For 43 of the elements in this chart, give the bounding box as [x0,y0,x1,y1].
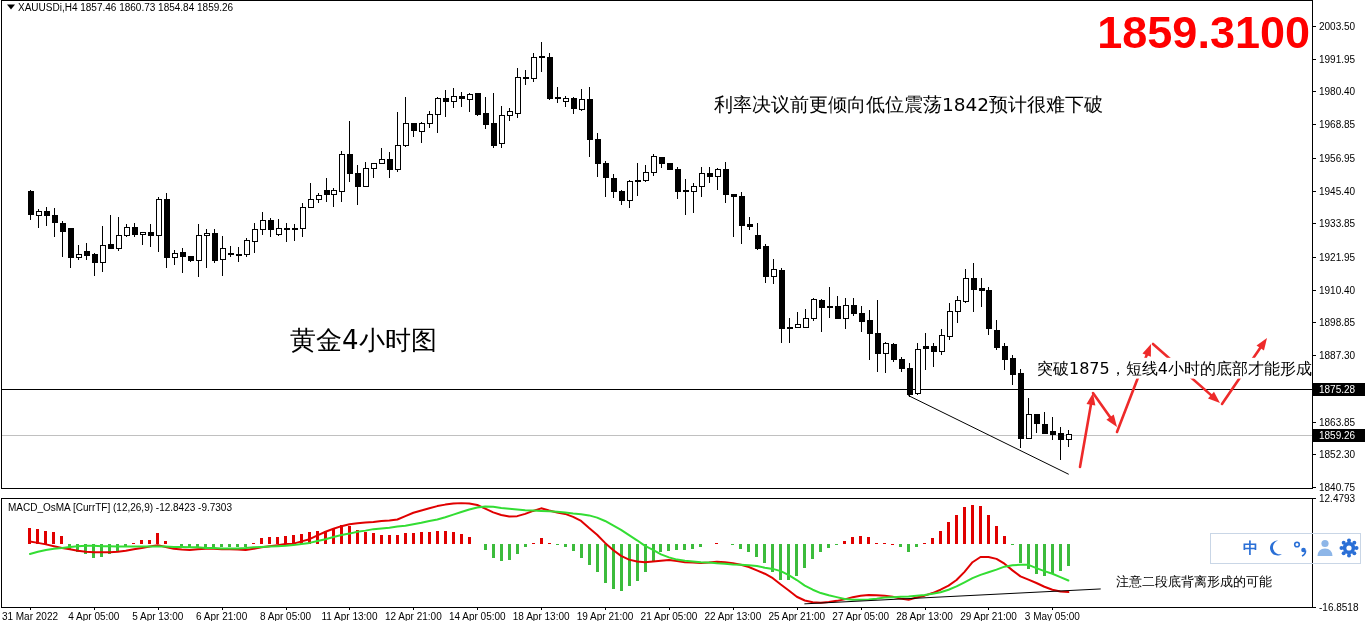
x-tick-label: 4 Apr 05:00 [68,610,120,621]
annotation: 注意二段底背离形成的可能 [1116,573,1272,589]
annotation: 利率决议前更倾向低位震荡1842预计很难下破 [714,93,1104,115]
ref-line-label: 1859.26 [1319,430,1356,441]
y-tick-label: 1863.85 [1319,417,1356,428]
x-tick-label: 28 Apr 13:00 [896,610,954,621]
y-tick-label: 1933.85 [1319,218,1356,229]
x-tick-label: 29 Apr 21:00 [960,610,1018,621]
annotation: 突破1875，短线4小时的底部才能形成 [1037,358,1312,378]
y-tick-label: 1991.95 [1319,54,1356,65]
x-tick-label: 25 Apr 21:00 [768,610,826,621]
y-tick-label: 12.4793 [1319,493,1356,504]
x-tick-label: 11 Apr 13:00 [321,610,378,621]
x-tick-label: 12 Apr 21:00 [385,610,443,621]
y-tick-label: 1852.30 [1319,449,1356,460]
x-tick-label: 21 Apr 05:00 [640,610,698,621]
x-tick-label: 18 Apr 13:00 [512,610,570,621]
x-tick-label: 31 Mar 2022 [1,610,59,621]
chart-title: XAUUSDi,H4 1857.46 1860.73 1854.84 1859.26 [18,1,234,13]
y-tick-label: 1840.75 [1319,482,1356,493]
annotation: 1859.3100 [1097,6,1310,58]
annotation: 黄金4小时图 [290,325,437,355]
y-tick-label: 1898.85 [1319,317,1356,328]
x-tick-label: 19 Apr 21:00 [576,610,634,621]
y-tick-label: 1945.40 [1319,186,1356,197]
annotation: 中 [1242,539,1258,557]
y-tick-label: 1921.95 [1319,252,1356,263]
y-tick-label: 2003.50 [1319,21,1356,32]
y-tick-label: 1910.40 [1319,285,1356,296]
y-tick-label: -16.8518 [1319,602,1359,613]
y-tick-label: 1887.30 [1319,350,1356,361]
x-tick-label: 8 Apr 05:00 [259,610,312,621]
x-tick-label: 5 Apr 13:00 [132,610,184,621]
x-tick-label: 3 May 05:00 [1024,610,1081,621]
y-tick-label: 1968.85 [1319,119,1356,130]
x-tick-label: 14 Apr 05:00 [448,610,507,621]
x-tick-label: 27 Apr 05:00 [832,610,890,621]
x-tick-label: 6 Apr 21:00 [196,610,248,621]
x-tick-label: 22 Apr 13:00 [704,610,762,621]
chart-title: MACD_OsMA [CurrTF] (12,26,9) -12.8423 -9.7303 [8,501,233,513]
ref-line-label: 1875.28 [1319,384,1356,395]
y-tick-label: 1980.40 [1319,86,1356,97]
y-tick-label: 1956.95 [1319,153,1356,164]
